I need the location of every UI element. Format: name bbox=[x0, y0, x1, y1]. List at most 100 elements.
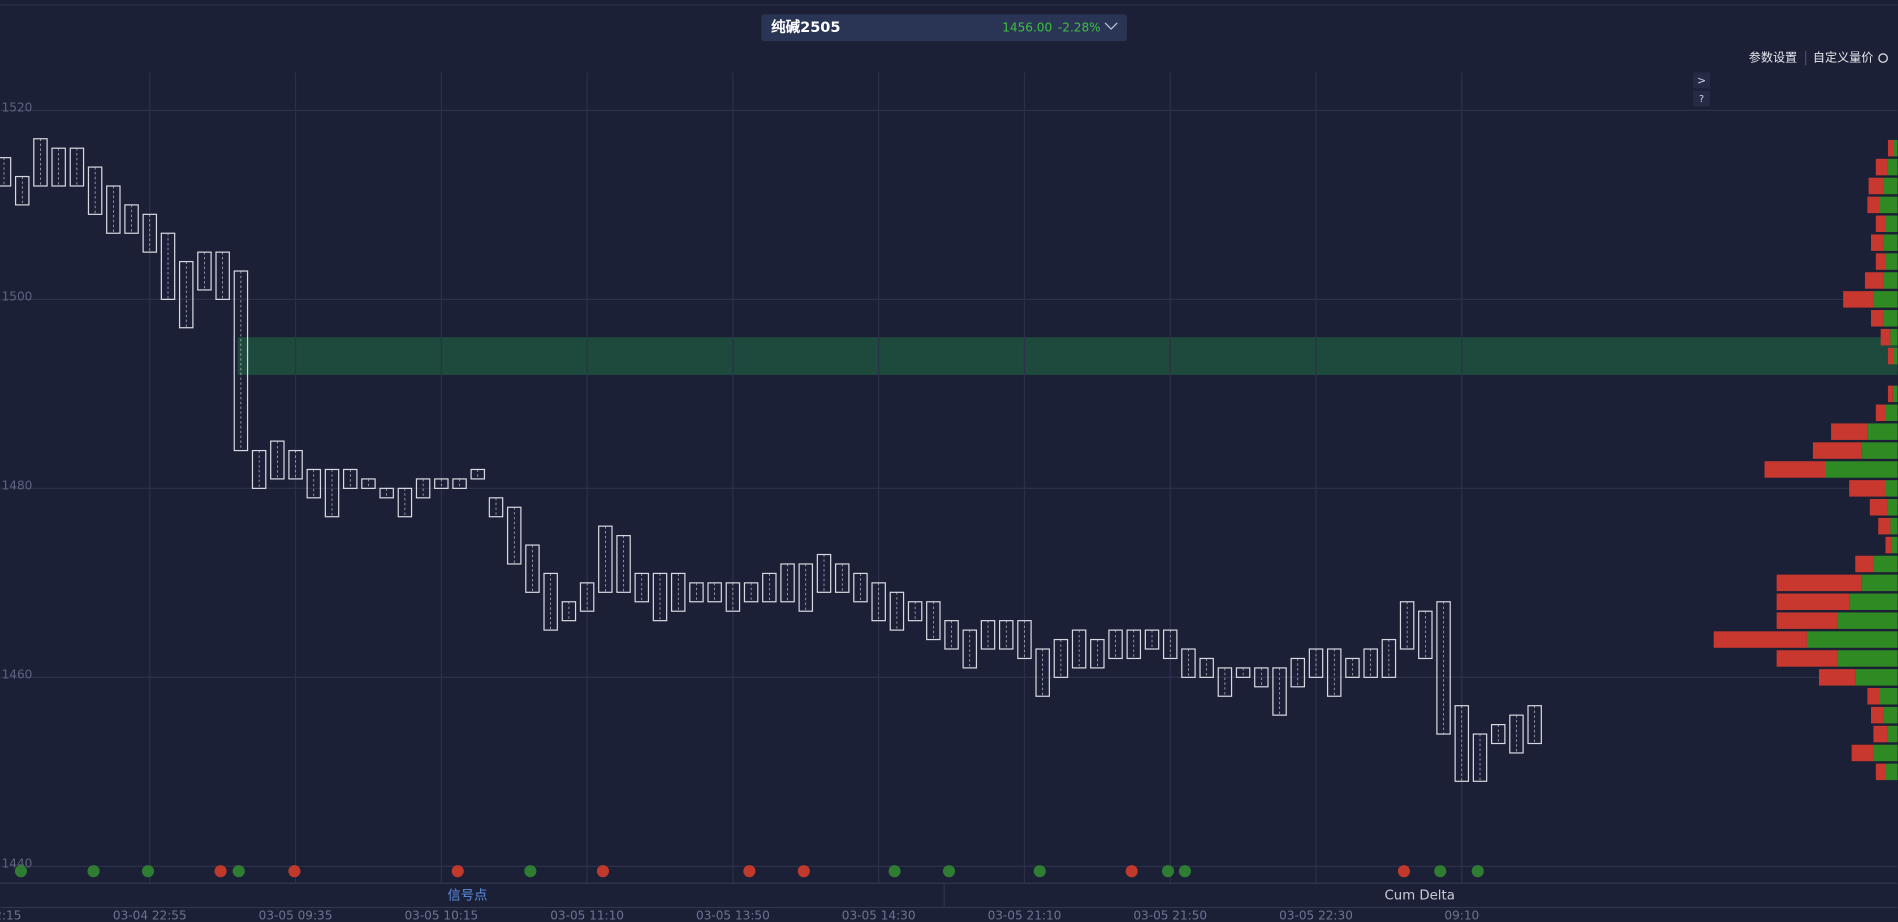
y-tick-label: 1520 bbox=[2, 100, 33, 114]
sell-signals bbox=[14, 865, 1484, 878]
profile-sell bbox=[1875, 253, 1886, 270]
x-tick-label: 03-05 21:10 bbox=[988, 908, 1062, 922]
profile-buy bbox=[1893, 347, 1898, 365]
profile-sell bbox=[1776, 593, 1850, 610]
profile-sell bbox=[1831, 423, 1868, 440]
footprint-candle bbox=[634, 572, 650, 603]
profile-buy bbox=[1837, 612, 1898, 629]
profile-buy bbox=[1883, 177, 1898, 195]
profile-buy bbox=[1890, 328, 1898, 346]
profile-sell bbox=[1873, 725, 1888, 743]
profile-sell bbox=[1869, 499, 1888, 516]
buy-signals bbox=[214, 865, 1410, 878]
profile-buy bbox=[1891, 536, 1898, 554]
x-tick-label: 03-05 14:30 bbox=[842, 908, 916, 922]
x-tick-label: 09:10 bbox=[1444, 908, 1479, 922]
profile-sell bbox=[1871, 706, 1884, 724]
highlight-zone bbox=[237, 337, 1898, 375]
symbol: 纯碱2505 bbox=[771, 18, 840, 36]
profile-buy bbox=[1887, 499, 1898, 516]
profile-sell bbox=[1875, 404, 1886, 422]
profile-sell bbox=[1776, 650, 1838, 667]
tab-cum-delta[interactable]: Cum Delta bbox=[1384, 888, 1454, 903]
custom-link[interactable]: 自定义量价 bbox=[1813, 50, 1873, 65]
footprint-candle bbox=[670, 572, 686, 612]
profile-buy bbox=[1893, 139, 1898, 157]
profile-buy bbox=[1873, 744, 1898, 762]
settings-link[interactable]: 参数设置 bbox=[1749, 50, 1797, 65]
expand-button[interactable] bbox=[1693, 72, 1711, 89]
profile-buy bbox=[1867, 423, 1898, 440]
profile-sell bbox=[1878, 517, 1891, 535]
y-tick-label: 1480 bbox=[2, 478, 33, 492]
profile-buy bbox=[1873, 555, 1898, 573]
profile-buy bbox=[1873, 291, 1898, 308]
profile-sell bbox=[1871, 234, 1884, 251]
profile-buy bbox=[1879, 196, 1898, 214]
profile-buy bbox=[1861, 574, 1898, 592]
profile-sell bbox=[1776, 574, 1862, 592]
profile-buy bbox=[1883, 234, 1898, 251]
profile-sell bbox=[1885, 536, 1892, 554]
profile-buy bbox=[1890, 517, 1898, 535]
y-tick-label: 1500 bbox=[2, 289, 33, 303]
info-icon bbox=[1878, 53, 1888, 63]
footprint-candle bbox=[725, 582, 741, 612]
profile-sell bbox=[1875, 215, 1886, 233]
symbol-selector[interactable] bbox=[761, 14, 1127, 42]
profile-buy bbox=[1885, 404, 1898, 422]
profile-buy bbox=[1837, 650, 1898, 667]
x-tick-label: 03-04 22:55 bbox=[113, 908, 187, 922]
help-label: ? bbox=[1699, 94, 1704, 105]
profile-sell bbox=[1868, 177, 1884, 195]
profile-buy bbox=[1825, 461, 1898, 478]
profile-sell bbox=[1887, 347, 1894, 365]
x-tick-label: 22:15 bbox=[0, 908, 21, 922]
expand-label: > bbox=[1697, 74, 1706, 87]
help-button[interactable] bbox=[1693, 90, 1711, 107]
profile-buy bbox=[1887, 725, 1898, 743]
profile-sell bbox=[1864, 272, 1884, 289]
footprint-candle bbox=[743, 582, 759, 603]
profile-sell bbox=[1875, 158, 1888, 176]
profile-sell bbox=[1871, 310, 1884, 327]
profile-sell bbox=[1812, 442, 1862, 459]
profile-sell bbox=[1887, 385, 1893, 403]
x-tick-label: 03-05 21:50 bbox=[1133, 908, 1207, 922]
y-tick-label: 1460 bbox=[2, 667, 33, 681]
profile-sell bbox=[1867, 688, 1880, 705]
tab-signals[interactable]: 信号点 bbox=[447, 887, 487, 903]
profile-sell bbox=[1843, 291, 1874, 308]
profile-buy bbox=[1892, 385, 1898, 403]
footprint-candle bbox=[598, 525, 613, 593]
profile-buy bbox=[1849, 593, 1898, 610]
signal-row bbox=[14, 865, 1484, 878]
price: 1456.00 bbox=[1002, 20, 1052, 34]
profile-buy bbox=[1883, 706, 1898, 724]
footprint-candle bbox=[871, 582, 886, 622]
x-tick-label: 03-05 22:30 bbox=[1279, 908, 1353, 922]
profile-buy bbox=[1861, 442, 1898, 459]
x-tick-label: 03-05 13:50 bbox=[696, 908, 770, 922]
profile-buy bbox=[1806, 631, 1898, 648]
profile-sell bbox=[1855, 555, 1874, 573]
profile-buy bbox=[1879, 688, 1898, 705]
profile-sell bbox=[1776, 612, 1838, 629]
profile-buy bbox=[1885, 253, 1898, 270]
footprint-candle bbox=[543, 572, 558, 631]
profile-sell bbox=[1880, 328, 1891, 346]
footprint-candle bbox=[689, 582, 704, 603]
profile-buy bbox=[1885, 215, 1898, 233]
footprint-candle bbox=[652, 572, 668, 622]
profile-buy bbox=[1887, 158, 1898, 176]
profile-sell bbox=[1887, 139, 1894, 157]
profile-sell bbox=[1849, 480, 1886, 497]
profile-sell bbox=[1713, 631, 1807, 648]
footprint-candle bbox=[707, 582, 722, 603]
profile-sell bbox=[1875, 763, 1886, 781]
x-tick-label: 03-05 10:15 bbox=[404, 908, 478, 922]
change: -2.28% bbox=[1058, 20, 1101, 34]
profile-buy bbox=[1885, 763, 1898, 781]
